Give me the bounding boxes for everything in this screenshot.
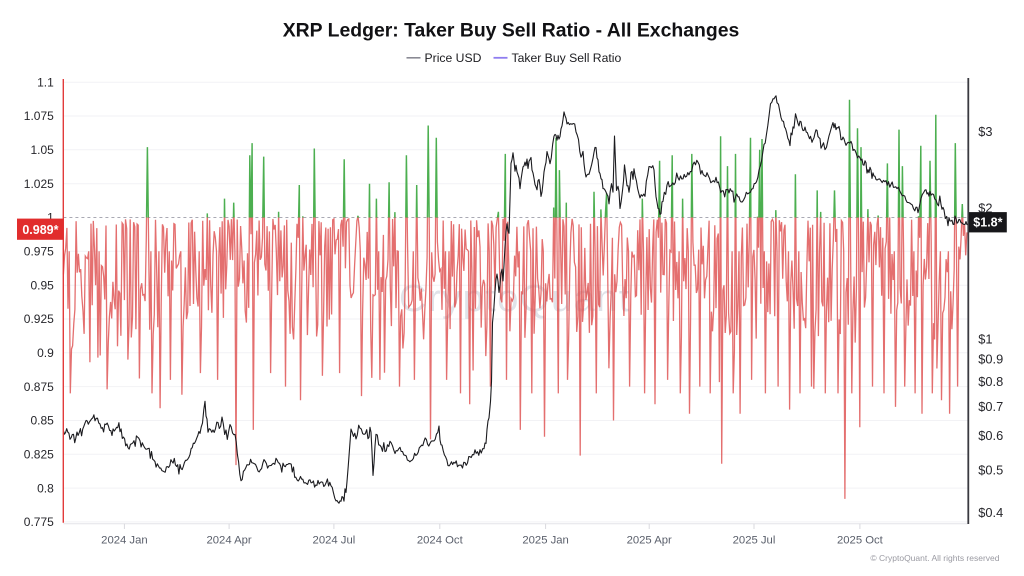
svg-text:2025 Oct: 2025 Oct: [837, 535, 884, 547]
svg-text:2024 Jul: 2024 Jul: [313, 535, 356, 547]
svg-text:1.075: 1.075: [24, 109, 54, 123]
svg-text:0.85: 0.85: [30, 414, 54, 428]
svg-text:$0.5: $0.5: [978, 463, 1003, 478]
svg-text:$3: $3: [978, 124, 992, 139]
svg-text:2024 Jan: 2024 Jan: [101, 535, 147, 547]
svg-text:0.825: 0.825: [24, 448, 54, 462]
svg-text:0.9: 0.9: [37, 346, 54, 360]
svg-text:1.05: 1.05: [30, 143, 54, 157]
svg-text:1.025: 1.025: [24, 177, 54, 191]
svg-text:0.775: 0.775: [24, 515, 54, 529]
svg-text:$1.8*: $1.8*: [973, 216, 1002, 230]
svg-text:2025 Jul: 2025 Jul: [733, 535, 776, 547]
svg-text:$1: $1: [978, 332, 992, 347]
svg-text:$0.4: $0.4: [978, 505, 1003, 520]
svg-text:0.95: 0.95: [30, 278, 54, 292]
svg-text:0.975: 0.975: [24, 245, 54, 259]
svg-text:XRP Ledger: Taker Buy Sell Rat: XRP Ledger: Taker Buy Sell Ratio - All E…: [283, 20, 740, 42]
svg-text:$2: $2: [978, 201, 992, 216]
svg-text:$0.8: $0.8: [978, 374, 1003, 389]
svg-text:Taker Buy Sell Ratio: Taker Buy Sell Ratio: [512, 51, 622, 65]
svg-text:0.875: 0.875: [24, 380, 54, 394]
svg-text:0.925: 0.925: [24, 312, 54, 326]
svg-text:$0.9: $0.9: [978, 352, 1003, 367]
svg-text:Price USD: Price USD: [425, 51, 482, 65]
svg-text:0.989*: 0.989*: [22, 223, 58, 237]
svg-text:© CryptoQuant. All rights rese: © CryptoQuant. All rights reserved: [870, 553, 999, 563]
svg-text:2024 Apr: 2024 Apr: [206, 535, 251, 547]
svg-text:2024 Oct: 2024 Oct: [417, 535, 464, 547]
svg-text:1: 1: [47, 211, 54, 225]
svg-text:0.8: 0.8: [37, 481, 54, 495]
svg-text:2025 Jan: 2025 Jan: [522, 535, 568, 547]
svg-text:2025 Apr: 2025 Apr: [627, 535, 672, 547]
svg-text:$0.7: $0.7: [978, 399, 1003, 414]
svg-text:$0.6: $0.6: [978, 428, 1003, 443]
svg-text:1.1: 1.1: [37, 75, 54, 89]
